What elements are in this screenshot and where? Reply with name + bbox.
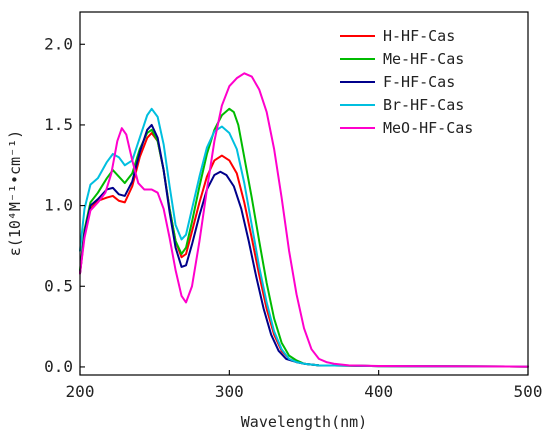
- plot-frame: [79, 11, 529, 376]
- series-line-meo-hf-cas: [79, 72, 529, 368]
- legend-label-me-hf-cas: Me-HF-Cas: [383, 50, 464, 68]
- series-line-me-hf-cas: [79, 107, 529, 368]
- axis-ticks: [79, 43, 529, 375]
- y-axis-label: ε(10⁴M⁻¹•cm⁻¹): [6, 130, 24, 256]
- series-lines: [79, 72, 529, 368]
- series-line-f-hf-cas: [79, 123, 529, 368]
- x-tick-label: 500: [514, 382, 543, 401]
- y-tick-label: 2.0: [44, 34, 73, 53]
- x-tick-label: 300: [215, 382, 244, 401]
- axis-tick-labels: 200 300 400 500 0.0 0.5 1.0 1.5 2.0: [44, 34, 542, 401]
- x-axis-label: Wavelength(nm): [241, 413, 367, 431]
- legend-label-br-hf-cas: Br-HF-Cas: [383, 96, 464, 114]
- x-tick-label: 200: [66, 382, 95, 401]
- y-tick-label: 0.5: [44, 276, 73, 295]
- legend-label-meo-hf-cas: MeO-HF-Cas: [383, 119, 473, 137]
- y-tick-label: 0.0: [44, 357, 73, 376]
- legend-label-f-hf-cas: F-HF-Cas: [383, 73, 455, 91]
- y-tick-label: 1.5: [44, 115, 73, 134]
- series-line-br-hf-cas: [79, 107, 529, 368]
- x-tick-label: 400: [364, 382, 393, 401]
- y-tick-label: 1.0: [44, 196, 73, 215]
- legend-label-h-hf-cas: H-HF-Cas: [383, 27, 455, 45]
- chart-legend: H-HF-Cas Me-HF-Cas F-HF-Cas Br-HF-Cas MeO-HF…: [340, 27, 473, 137]
